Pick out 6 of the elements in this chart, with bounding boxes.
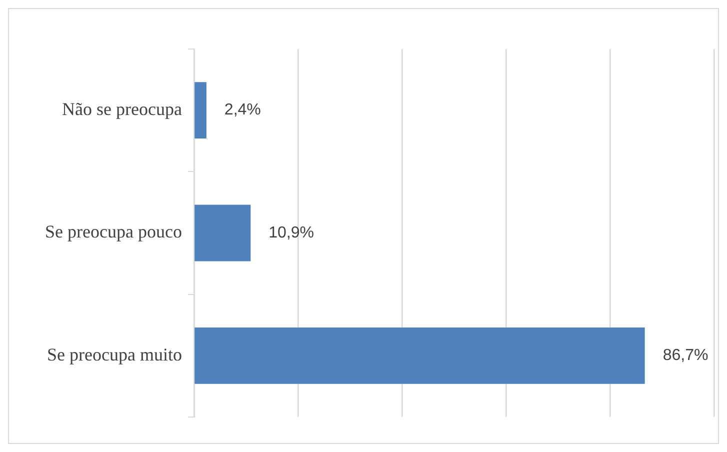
y-tick-label: Se preocupa muito bbox=[46, 344, 182, 364]
data-label: 10,9% bbox=[268, 224, 314, 242]
data-label: 2,4% bbox=[224, 102, 261, 119]
y-tick-label: Não se preocupa bbox=[62, 99, 182, 120]
y-tick-label: Se preocupa pouco bbox=[45, 222, 182, 242]
data-label: 86,7% bbox=[662, 347, 708, 364]
